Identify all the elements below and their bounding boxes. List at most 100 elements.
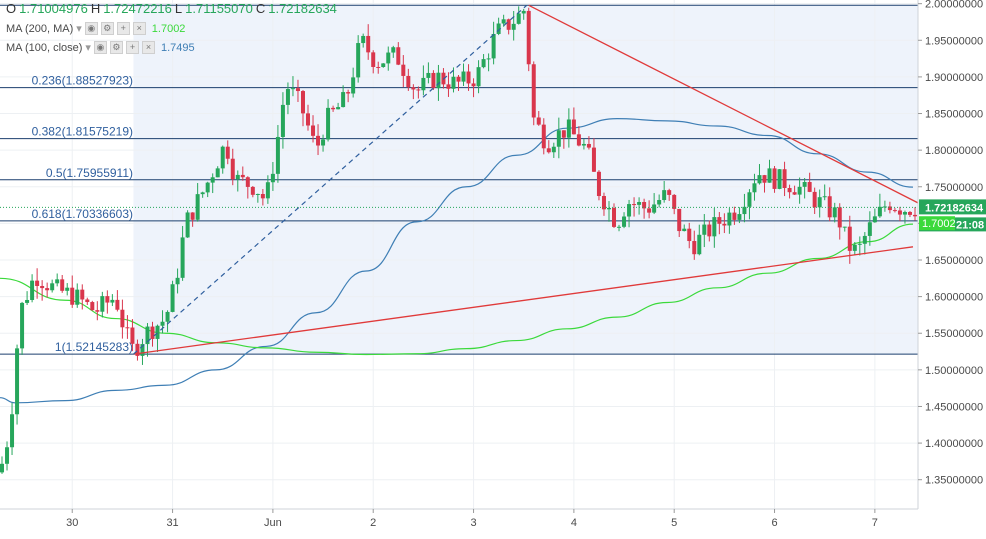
candle-body: [596, 171, 601, 197]
plus-icon[interactable]: +: [125, 41, 139, 54]
ohlc-legend: O 1.71004976 H 1.72472216 L 1.71155070 C…: [6, 1, 340, 16]
trend-lines[interactable]: [133, 4, 919, 355]
candle-body: [491, 33, 496, 59]
candle-body: [526, 10, 531, 65]
candle-body: [85, 299, 90, 303]
dropdown-icon[interactable]: ▾: [76, 23, 82, 35]
candle-body: [190, 212, 195, 220]
ma200-value: 1.7002: [151, 22, 186, 35]
candle-body: [195, 194, 200, 220]
y-tick-label: 1.50000000: [925, 365, 983, 377]
ma200-legend[interactable]: MA (200, MA) ▾ ◉ ⚙ + × 1.7002: [6, 22, 185, 35]
countdown-text: 21:08: [956, 219, 984, 231]
candle-body: [837, 207, 842, 228]
candle-body: [862, 235, 867, 244]
candle-body: [591, 147, 596, 172]
dropdown-icon[interactable]: ▾: [85, 42, 91, 54]
y-tick-label: 1.80000000: [925, 145, 983, 157]
candle-body: [250, 186, 255, 195]
candle-body: [667, 190, 672, 195]
candle-body: [396, 47, 401, 65]
candle-body: [902, 211, 907, 215]
price-axis[interactable]: 1.35000000 1.40000000 1.45000000 1.50000000…: [917, 0, 986, 539]
candle-body: [606, 208, 611, 210]
x-tick-label: 31: [166, 517, 178, 529]
fib-dashed-line: [133, 4, 528, 355]
candle-body: [812, 191, 817, 208]
candle-body: [772, 168, 777, 189]
trend-line: [133, 246, 914, 355]
ma200-line: [0, 223, 913, 356]
candle-body: [637, 202, 642, 205]
candle-body: [697, 234, 702, 255]
candle-body: [511, 23, 516, 30]
y-tick-label: 1.60000000: [925, 292, 983, 304]
low-label: L: [174, 1, 183, 16]
candle-body: [622, 216, 627, 227]
candle-body: [341, 92, 346, 108]
ma200-tag-text: 1.7002: [922, 218, 956, 230]
candle-body: [561, 130, 566, 138]
candle-body: [411, 87, 416, 90]
y-tick-label: 1.55000000: [925, 328, 983, 340]
candle-body: [451, 76, 456, 89]
fib-label: 0.5(1.75955911): [46, 166, 133, 180]
time-axis[interactable]: 30 31 Jun 2 3 4 5 6 7: [0, 508, 986, 539]
candle-body: [446, 84, 451, 89]
candle-body: [496, 23, 501, 34]
candle-body: [230, 158, 235, 180]
candle-body: [270, 173, 275, 183]
x-tick-label: 30: [66, 517, 78, 529]
candle-body: [707, 224, 712, 237]
x-tick-label: Jun: [264, 517, 282, 529]
candle-body: [371, 52, 376, 67]
y-tick-label: 1.45000000: [925, 401, 983, 413]
ma100-legend[interactable]: MA (100, close) ▾ ◉ ⚙ + × 1.7495: [6, 41, 195, 54]
candle-body: [782, 169, 787, 189]
candle-body: [306, 113, 311, 126]
candle-body: [742, 206, 747, 215]
candle-body: [205, 182, 210, 193]
eye-icon[interactable]: ◉: [84, 22, 98, 35]
gear-icon[interactable]: ⚙: [100, 22, 114, 35]
close-icon[interactable]: ×: [141, 41, 155, 54]
open-value: 1.71004976: [19, 1, 88, 16]
high-label: H: [90, 1, 101, 16]
candle-body: [391, 47, 396, 53]
candle-body: [70, 287, 75, 305]
close-icon[interactable]: ×: [132, 22, 146, 35]
candle-body: [110, 299, 115, 303]
candle-body: [100, 296, 105, 312]
candle-body: [25, 299, 30, 303]
candle-body: [290, 88, 295, 90]
candle-body: [657, 200, 662, 205]
open-label: O: [6, 1, 17, 16]
y-tick-label: 1.65000000: [925, 255, 983, 267]
candle-body: [210, 177, 215, 183]
candle-body: [275, 136, 280, 174]
candle-body: [546, 148, 551, 153]
candle-body: [285, 89, 290, 105]
candle-body: [260, 193, 265, 199]
fibonacci-levels: 1(1.52145283) 0.618(1.70336603) 0.5(1.7595…: [0, 4, 918, 355]
candle-body: [642, 202, 647, 209]
plus-icon[interactable]: +: [116, 22, 130, 35]
y-tick-label: 1.95000000: [925, 35, 983, 47]
candle-body: [321, 139, 326, 146]
x-tick-label: 4: [571, 517, 577, 529]
candle-body: [556, 130, 561, 147]
candle-body: [822, 196, 827, 198]
candle-body: [652, 204, 657, 213]
candle-body: [857, 243, 862, 245]
candle-body: [581, 143, 586, 146]
candle-body: [892, 210, 897, 212]
candle-body: [140, 344, 145, 356]
candle-body: [311, 125, 316, 136]
candle-body: [617, 226, 622, 228]
candle-body: [842, 226, 847, 228]
candle-body: [336, 107, 341, 110]
gear-icon[interactable]: ⚙: [109, 41, 123, 54]
candle-body: [907, 211, 912, 215]
eye-icon[interactable]: ◉: [93, 41, 107, 54]
